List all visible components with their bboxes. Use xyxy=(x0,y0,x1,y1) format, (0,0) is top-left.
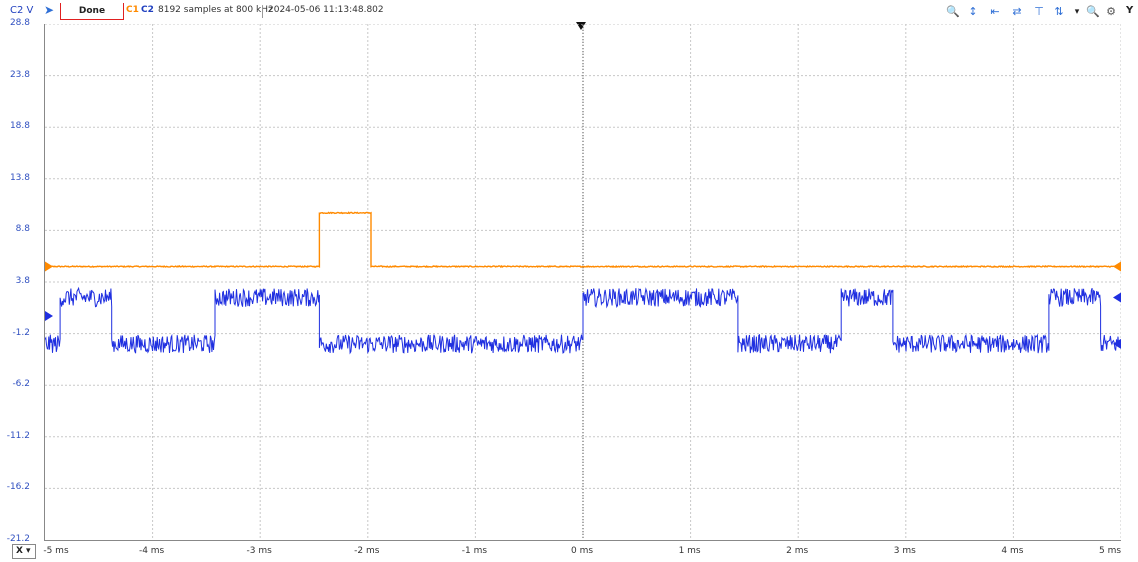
zoom-in-icon[interactable]: 🔍 xyxy=(946,5,960,18)
y-tick-label: 13.8 xyxy=(9,172,30,183)
acquisition-timestamp: 2024-05-06 11:13:48.802 xyxy=(268,5,384,15)
x-tick-label: 3 ms xyxy=(893,546,916,556)
y-tick-label: 8.8 xyxy=(15,224,30,235)
x-tick-label: -2 ms xyxy=(354,546,380,556)
x-axis-mode-select[interactable]: X ▾ xyxy=(12,544,36,559)
y-channel-label: C2 V xyxy=(10,5,34,16)
waveform-chart xyxy=(45,24,1121,540)
y-tick-label: 18.8 xyxy=(9,121,30,132)
series-c1-trace xyxy=(45,211,1121,269)
series-c2-trace xyxy=(45,286,1121,355)
channel2-toggle[interactable]: C2 xyxy=(141,5,154,15)
measure-icon[interactable]: ⇅ xyxy=(1054,5,1064,18)
y-axis-button[interactable]: Y xyxy=(1126,5,1134,16)
scope-plot-area[interactable] xyxy=(44,24,1121,541)
chevron-down-icon: ▾ xyxy=(26,546,31,556)
y-tick-label: -11.2 xyxy=(6,430,30,441)
chevron-down-icon[interactable]: ▾ xyxy=(1074,7,1080,17)
y-tick-label: -21.2 xyxy=(6,534,30,544)
y-tick-label: 3.8 xyxy=(15,276,30,286)
samples-info: 8192 samples at 800 kHz xyxy=(158,5,273,15)
c2-level-marker-left xyxy=(45,311,53,322)
c1-level-marker-left xyxy=(45,261,53,272)
x-tick-label: 1 ms xyxy=(678,546,701,556)
x-tick-label: 4 ms xyxy=(1001,546,1024,556)
horizontal-cursor-icon[interactable]: ↕ xyxy=(968,5,978,18)
x-tick-label: 2 ms xyxy=(786,546,809,556)
y-tick-label: -1.2 xyxy=(12,327,30,338)
y-tick-label: -6.2 xyxy=(12,379,30,390)
play-arrow-icon[interactable]: ➤ xyxy=(44,3,55,17)
divider xyxy=(262,6,263,18)
fit-vertical-icon[interactable]: ⊤ xyxy=(1034,5,1044,18)
x-tick-label: -4 ms xyxy=(138,546,165,556)
x-tick-label: -1 ms xyxy=(461,546,488,556)
toolbar: C2 V ➤ Done C1 C2 8192 samples at 800 kH… xyxy=(0,0,1138,24)
fit-horizontal-icon[interactable]: ⇤ xyxy=(990,5,1000,18)
channel1-toggle[interactable]: C1 xyxy=(126,5,139,15)
y-tick-label: -16.2 xyxy=(6,482,30,493)
x-tick-label: -5 ms xyxy=(43,546,69,556)
c2-level-marker-right-bottom xyxy=(1113,338,1121,349)
x-tick-label: -3 ms xyxy=(246,546,272,556)
settings-icon[interactable]: ⚙ xyxy=(1106,5,1116,18)
x-mode-label: X xyxy=(16,546,23,556)
x-tick-label: 0 ms xyxy=(570,546,594,556)
zoom-out-icon[interactable]: 🔍 xyxy=(1086,5,1100,18)
y-tick-label: 28.8 xyxy=(9,18,30,28)
trigger-time-marker[interactable] xyxy=(576,22,586,30)
x-tick-label: 5 ms xyxy=(1098,546,1122,556)
vertical-cursor-icon[interactable]: ⇄ xyxy=(1012,5,1022,18)
status-button[interactable]: Done xyxy=(60,3,124,20)
c2-level-marker-right-top xyxy=(1113,292,1121,303)
y-tick-label: 23.8 xyxy=(9,69,30,80)
c1-level-marker-right xyxy=(1113,261,1121,272)
